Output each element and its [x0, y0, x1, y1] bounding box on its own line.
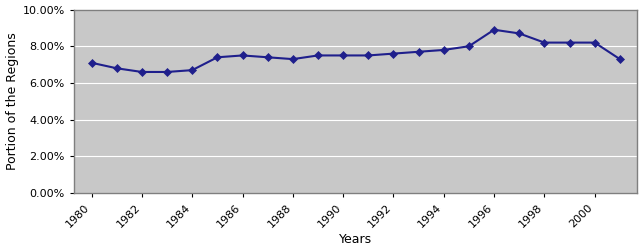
- X-axis label: Years: Years: [339, 233, 372, 246]
- Y-axis label: Portion of the Regions: Portion of the Regions: [6, 33, 19, 170]
